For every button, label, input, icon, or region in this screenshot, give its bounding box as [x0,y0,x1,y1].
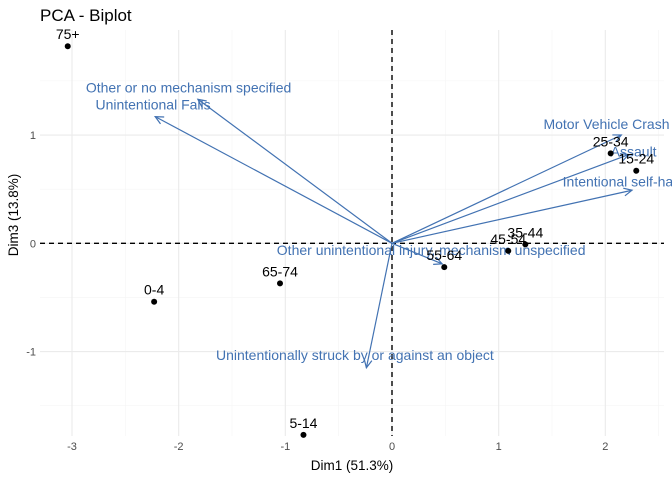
individual-label: 45-54 [490,231,526,247]
individual-label: 55-64 [426,247,462,263]
variable-arrow-line [154,116,393,244]
y-axis-ticks: -1 0 1 [26,130,36,359]
individual-point [522,241,529,248]
individual-point [505,247,512,254]
variable-arrow-line [365,243,393,368]
x-axis-title: Dim1 (51.3%) [311,458,394,473]
x-tick-label: 2 [602,441,608,453]
x-tick-label: -3 [67,441,77,453]
variable-arrow-head [433,256,444,266]
individual-point [277,280,283,287]
individual-label: 25-34 [593,133,629,149]
variable-arrow-head [623,187,634,197]
y-tick-label: -1 [26,347,36,359]
variable-arrow-line [391,242,443,265]
variable-arrow-line [391,134,622,244]
individual-point [441,264,448,271]
individual-label: 0-4 [144,282,164,298]
x-tick-label: -2 [174,441,184,453]
variable-label: Unintentionally struck by or against an … [216,347,494,363]
individual-label: 15-24 [618,151,654,167]
variable-arrow-head [363,358,373,370]
individual-point [300,431,307,438]
y-axis-title: Dim3 (13.8%) [6,174,21,257]
individual-point [607,150,614,157]
variable-arrow-head [612,134,623,143]
variable-arrow-line [391,189,633,244]
variable-label: Other or no mechanism specified [86,79,291,95]
individual-point [633,167,640,174]
x-axis-ticks: -3 -2 -1 0 1 2 [67,441,608,453]
x-tick-label: -1 [280,441,290,453]
chart-title: PCA - Biplot [40,6,132,25]
variable-arrow-line [391,153,630,244]
variable-label: Assault [611,143,657,159]
individual-label: 75+ [56,26,80,42]
x-tick-label: 1 [496,441,502,453]
variable-arrow-line [197,98,393,244]
variable-label: Intentional self-harm [563,174,672,190]
variable-arrows: Other or no mechanism specified Unintenti… [86,79,672,370]
variable-arrow-head [196,98,207,108]
individual-label: 5-14 [289,415,317,431]
individual-point [151,298,158,305]
variable-label: Unintentional Falls [95,97,210,113]
variable-label: Motor Vehicle Crash [543,116,669,132]
individual-label: 35-44 [507,224,543,240]
individual-label: 65-74 [262,263,298,279]
variable-arrow-head [153,115,165,125]
y-tick-label: 0 [30,238,36,250]
y-tick-label: 1 [30,130,36,142]
variable-arrow-head [619,153,631,162]
x-tick-label: 0 [389,441,395,453]
reference-lines [40,30,664,436]
individual-point [64,43,71,50]
